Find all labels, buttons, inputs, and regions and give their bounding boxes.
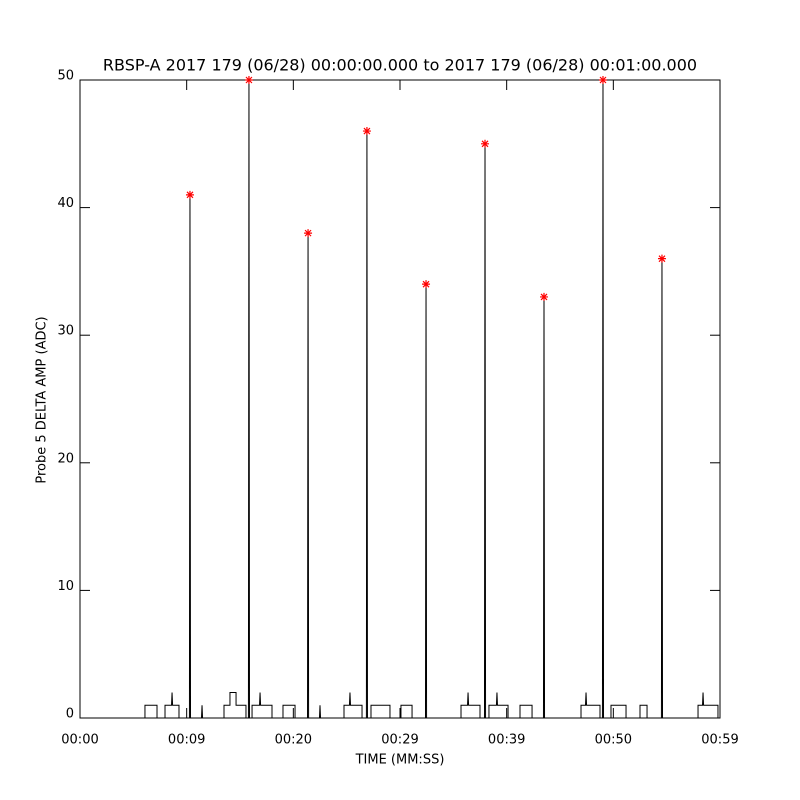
- y-tick-label: 10: [57, 579, 74, 594]
- peak-marker: [481, 139, 490, 148]
- x-tick-label: 00:59: [701, 733, 738, 748]
- peak-marker: [185, 190, 194, 199]
- x-tick-label: 00:20: [275, 733, 312, 748]
- x-tick-label: 00:09: [168, 733, 205, 748]
- data-line: [80, 79, 720, 719]
- peak-marker: [304, 229, 313, 238]
- x-axis-label: TIME (MM:SS): [355, 753, 445, 768]
- y-axis-label: Probe 5 DELTA AMP (ADC): [35, 316, 50, 483]
- y-tick-label: 40: [57, 196, 74, 211]
- x-tick-label: 00:39: [488, 733, 525, 748]
- chart-title: RBSP-A 2017 179 (06/28) 00:00:00.000 to …: [103, 56, 697, 75]
- x-tick-label: 00:29: [381, 733, 418, 748]
- peak-marker: [540, 292, 548, 301]
- peak-marker: [422, 280, 431, 289]
- y-tick-label: 30: [57, 324, 74, 339]
- y-tick-label: 0: [66, 707, 74, 722]
- x-tick-label: 00:50: [595, 733, 632, 748]
- peak-marker: [657, 254, 666, 263]
- x-tick-label: 00:00: [61, 733, 98, 748]
- peak-marker: [362, 127, 371, 136]
- peak-marker: [244, 76, 253, 84]
- y-tick-label: 50: [57, 69, 74, 84]
- y-tick-label: 20: [57, 451, 74, 466]
- peak-marker: [598, 76, 607, 84]
